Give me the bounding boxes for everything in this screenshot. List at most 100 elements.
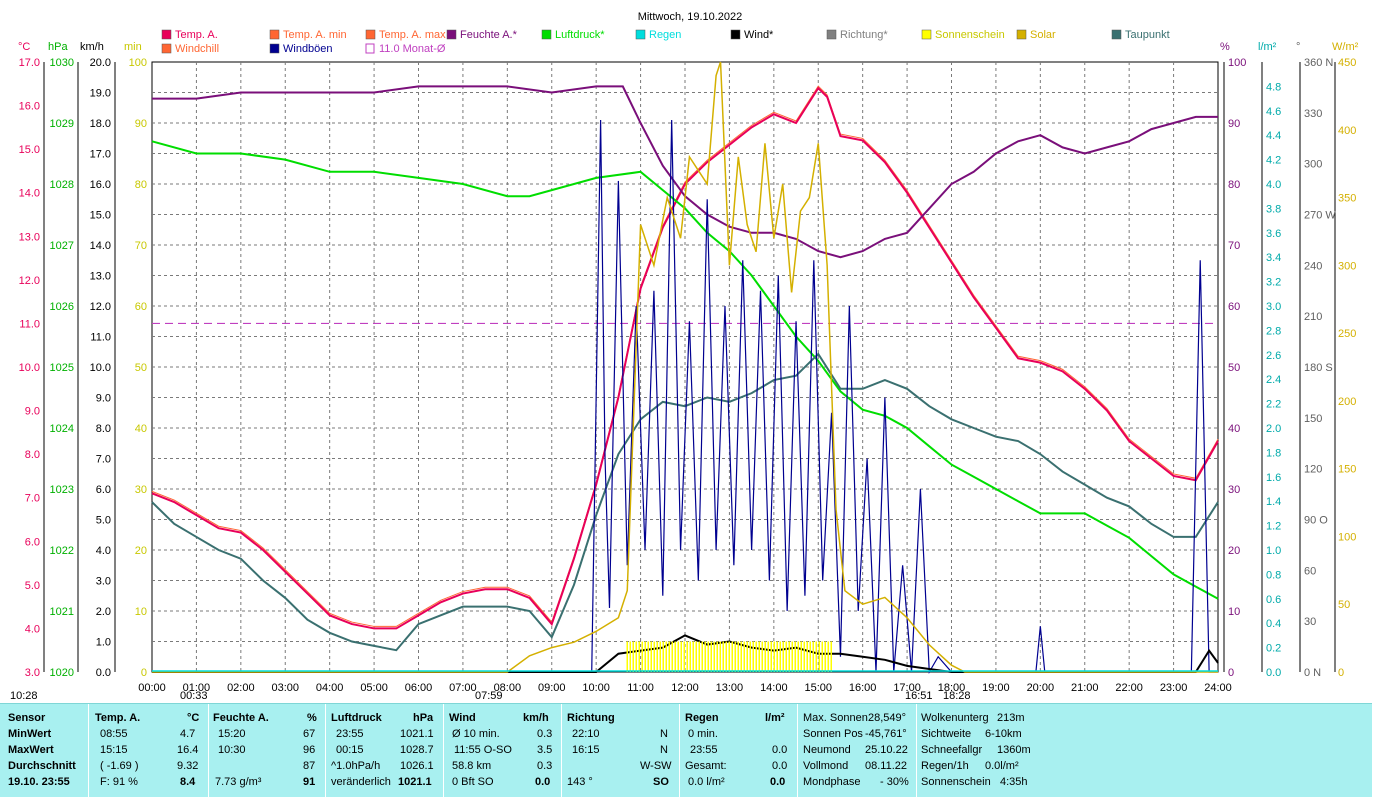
legend-label: Temp. A.	[175, 29, 218, 41]
humidity-avg-value: 87	[303, 760, 316, 772]
unit-pressure: hPa	[48, 41, 68, 53]
wind-avg-value: 0.3	[537, 760, 553, 772]
wind-tick-label: 7.0	[96, 454, 111, 466]
temp-tick-label: 7.0	[25, 493, 40, 505]
minutes-tick-label: 20	[135, 545, 147, 557]
wind-max-time: 11:55 O-SO	[454, 744, 512, 756]
rain-tick-label: 1.8	[1266, 447, 1281, 459]
astro2-value-1: 6-10km	[985, 728, 1022, 740]
direction-tick-label: 30	[1304, 616, 1316, 628]
rain-minutes: 0 min.	[688, 728, 718, 740]
weather-chart: Mittwoch, 19.10.2022 00:00 01:00 02:00 03:0…	[18, 11, 1359, 694]
wind-tick-label: 8.0	[96, 423, 111, 435]
rain-current-value: 0.0	[770, 776, 786, 788]
direction-tick-label: 90 O	[1304, 515, 1328, 527]
legend-label: Windböen	[283, 43, 333, 55]
rain-tick-label: 1.2	[1266, 521, 1281, 533]
x-tick-label: 01:00	[183, 682, 211, 694]
x-tick-label: 14:00	[760, 682, 788, 694]
unit-direction: °	[1296, 41, 1300, 53]
rain-tick-label: 4.6	[1266, 106, 1281, 118]
astro1-value-2: 25.10.22	[865, 744, 908, 756]
legend-label: Taupunkt	[1125, 29, 1170, 41]
solar-tick-label: 300	[1338, 260, 1356, 272]
x-tick-label: 21:00	[1071, 682, 1099, 694]
minutes-tick-label: 80	[135, 179, 147, 191]
humidity-tick-label: 100	[1228, 57, 1246, 69]
sun-left-label: 10:28	[10, 690, 38, 702]
temp-tick-label: 14.0	[19, 188, 40, 200]
plot-area	[151, 61, 1219, 675]
sunrise-label: 07:59	[475, 690, 503, 702]
legend-swatch	[161, 29, 172, 40]
x-tick-label: 19:00	[982, 682, 1010, 694]
rain-tick-label: 1.6	[1266, 472, 1281, 484]
rain-tick-label: 3.8	[1266, 203, 1281, 215]
solar-tick-label: 350	[1338, 193, 1356, 205]
wind-tick-label: 20.0	[90, 57, 111, 69]
pressure-tick-label: 1023	[50, 484, 74, 496]
chart-title: Mittwoch, 19.10.2022	[638, 11, 743, 23]
sunset-label: 16:51	[905, 690, 933, 702]
direction-tick-label: 240	[1304, 260, 1322, 272]
humidity-min-time: 15:20	[218, 728, 246, 740]
direction-min-time: 22:10	[572, 728, 600, 740]
wind-tick-label: 19.0	[90, 88, 111, 100]
astro2-value-0: 213m	[997, 712, 1025, 724]
x-tick-label: 02:00	[227, 682, 255, 694]
unit-wind: km/h	[80, 41, 104, 53]
sensor-header: Sensor	[8, 712, 46, 724]
minutes-tick-label: 40	[135, 423, 147, 435]
pressure-max-time: 00:15	[336, 744, 364, 756]
humidity-header: Feuchte A.	[213, 712, 269, 724]
astro2-label-1: Sichtweite	[921, 728, 972, 740]
legend-label: Temp. A. min	[283, 29, 347, 41]
rain-tick-label: 3.2	[1266, 277, 1281, 289]
temp-tick-label: 15.0	[19, 144, 40, 156]
pressure-current-value: 1021.1	[398, 776, 432, 788]
rain-tick-label: 2.2	[1266, 399, 1281, 411]
temp-min-value: 4.7	[180, 728, 196, 740]
unit-minutes: min	[124, 41, 142, 53]
wind-tick-label: 10.0	[90, 362, 111, 374]
wind-tick-label: 6.0	[96, 484, 111, 496]
astro1-value-4: - 30%	[880, 776, 909, 788]
legend-swatch	[826, 29, 837, 40]
rain-total-value: 0.0	[772, 760, 788, 772]
direction-tick-label: 360 N	[1304, 57, 1333, 69]
direction-tick-label: 60	[1304, 565, 1316, 577]
minutes-tick-label: 10	[135, 606, 147, 618]
moonrise-label: 00:33	[180, 690, 208, 702]
astro1-value-0: 28,549°	[868, 712, 907, 724]
direction-header: Richtung	[567, 712, 615, 724]
direction-min-value: N	[660, 728, 668, 740]
wind-bft: 0 Bft SO	[452, 776, 494, 788]
solar-tick-label: 150	[1338, 464, 1356, 476]
humidity-abs: 7.73 g/m³	[215, 776, 262, 788]
legend-swatch	[1016, 29, 1027, 40]
minutes-tick-label: 0	[141, 667, 147, 679]
temp-tick-label: 6.0	[25, 536, 40, 548]
legend-label: Feuchte A.*	[460, 29, 518, 41]
series-line	[152, 61, 1218, 673]
pressure-min-value: 1021.1	[400, 728, 434, 740]
humidity-tick-label: 30	[1228, 484, 1240, 496]
astro1-value-1: -45,761°	[865, 728, 907, 740]
wind-tick-label: 2.0	[96, 606, 111, 618]
legend-swatch	[269, 29, 280, 40]
sensor-row-current: 19.10. 23:55	[8, 776, 70, 788]
humidity-max-value: 96	[303, 744, 316, 756]
rain-tick-label: 3.4	[1266, 252, 1281, 264]
solar-tick-label: 250	[1338, 328, 1356, 340]
pressure-tick-label: 1021	[50, 606, 74, 618]
rain-unit: l/m²	[765, 712, 785, 724]
astro1-label-0: Max. Sonnen	[803, 712, 868, 724]
wind-header: Wind	[449, 712, 476, 724]
astro1-label-4: Mondphase	[803, 776, 861, 788]
humidity-tick-label: 50	[1228, 362, 1240, 374]
temp-tick-label: 17.0	[19, 57, 40, 69]
astro2-value-4: 4:35h	[1000, 776, 1028, 788]
rain-tick-label: 3.0	[1266, 301, 1281, 313]
legend-label: Regen	[649, 29, 681, 41]
astro2-label-3: Regen/1h	[921, 760, 969, 772]
